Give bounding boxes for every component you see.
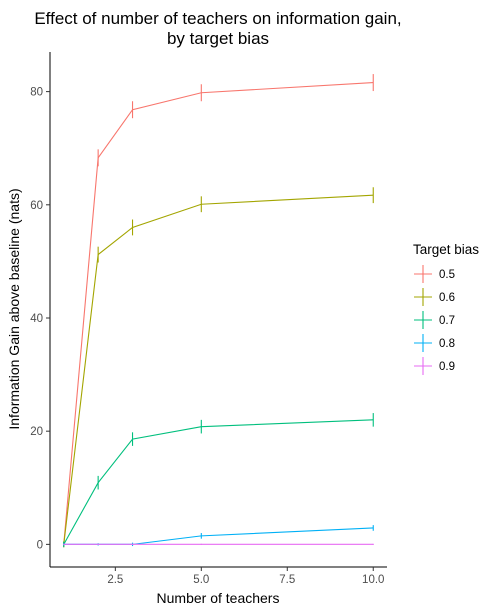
series-0.8 [63, 525, 374, 547]
legend: Target bias 0.5 0.6 0.7 0.8 0.9 [413, 242, 479, 375]
legend-label: 0.6 [439, 292, 455, 304]
y-tick-label: 0 [37, 539, 43, 551]
plot-area [63, 74, 374, 548]
y-tick-label: 20 [30, 426, 43, 438]
y-tick-label: 80 [30, 87, 43, 99]
legend-label: 0.8 [439, 338, 455, 350]
legend-title: Target bias [413, 242, 479, 257]
series-0.7 [63, 413, 374, 548]
legend-entry: 0.8 [414, 334, 455, 352]
x-tick-label: 10.0 [362, 574, 384, 586]
legend-entry: 0.5 [414, 265, 455, 283]
legend-label: 0.5 [439, 269, 455, 281]
y-tick-label: 40 [30, 313, 43, 325]
chart-title-line-1: Effect of number of teachers on informat… [34, 9, 401, 28]
x-tick-label: 2.5 [107, 574, 123, 586]
series-0.9 [63, 543, 374, 545]
x-axis-title: Number of teachers [157, 590, 280, 606]
y-tick-label: 60 [30, 200, 43, 212]
x-tick-label: 5.0 [193, 574, 209, 586]
series-line [63, 419, 374, 545]
chart-title-line-2: by target bias [167, 29, 269, 48]
x-tick-label: 7.5 [279, 574, 295, 586]
legend-entry: 0.9 [414, 357, 455, 375]
series-line [63, 82, 374, 545]
series-line [63, 527, 374, 545]
series-0.5 [63, 74, 374, 548]
series-line [63, 194, 374, 545]
series-0.6 [63, 187, 374, 548]
y-axis-ticks: 0 20 40 60 80 [30, 87, 50, 551]
y-axis-title: Information Gain above baseline (nats) [6, 188, 22, 429]
legend-entry: 0.6 [414, 288, 455, 306]
legend-entry: 0.7 [414, 311, 455, 329]
legend-label: 0.7 [439, 315, 455, 327]
x-axis-ticks: 2.5 5.0 7.5 10.0 [107, 567, 384, 586]
legend-label: 0.9 [439, 361, 455, 373]
